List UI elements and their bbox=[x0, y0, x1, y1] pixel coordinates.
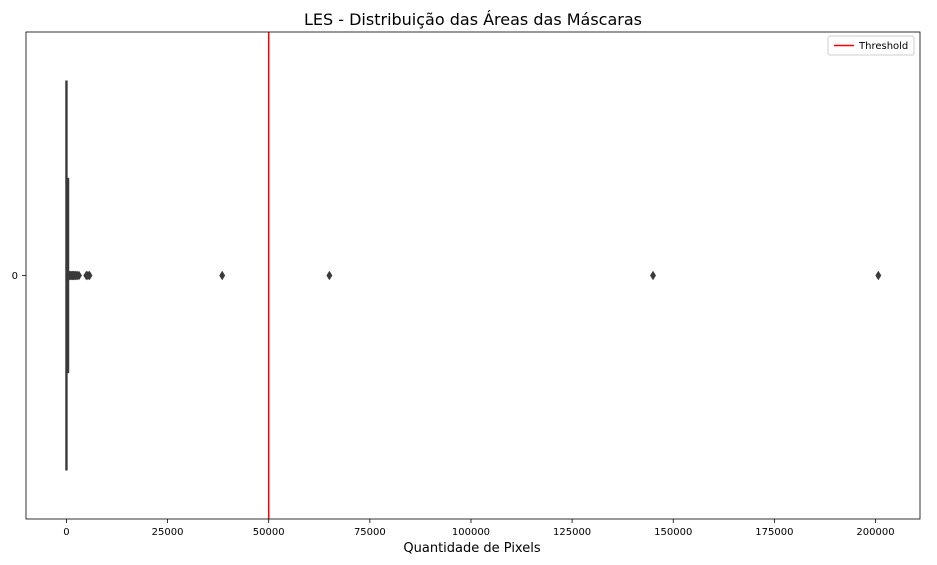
legend-label-threshold: Threshold bbox=[858, 41, 908, 52]
outlier-point bbox=[86, 270, 93, 281]
plot-area: 0 25000 50000 75000 100000 125000 150000 175000… bbox=[12, 31, 921, 538]
x-tick-label: 200000 bbox=[856, 527, 894, 538]
x-tick-label: 125000 bbox=[553, 527, 591, 538]
legend: Threshold bbox=[827, 35, 915, 56]
x-tick-label: 50000 bbox=[253, 527, 285, 538]
outlier-point bbox=[875, 270, 882, 281]
plot-frame bbox=[25, 31, 921, 520]
y-tick-label: 0 bbox=[12, 271, 18, 282]
outliers bbox=[65, 270, 882, 281]
x-tick-label: 0 bbox=[63, 527, 69, 538]
x-tick-label: 75000 bbox=[354, 527, 386, 538]
chart-title: LES - Distribuição das Áreas das Máscara… bbox=[304, 10, 642, 29]
outlier-point bbox=[76, 270, 82, 281]
y-axis-ticks: 0 bbox=[12, 271, 26, 282]
outlier-point bbox=[326, 270, 333, 281]
outlier-point bbox=[219, 270, 226, 281]
x-tick-label: 175000 bbox=[755, 527, 793, 538]
x-tick-label: 150000 bbox=[654, 527, 692, 538]
outlier-point bbox=[650, 270, 656, 281]
legend-box bbox=[827, 35, 915, 56]
x-axis-label: Quantidade de Pixels bbox=[403, 541, 540, 556]
x-tick-label: 25000 bbox=[152, 527, 184, 538]
x-tick-label: 100000 bbox=[452, 527, 490, 538]
x-axis-ticks: 0 25000 50000 75000 100000 125000 150000 175000… bbox=[63, 519, 895, 538]
